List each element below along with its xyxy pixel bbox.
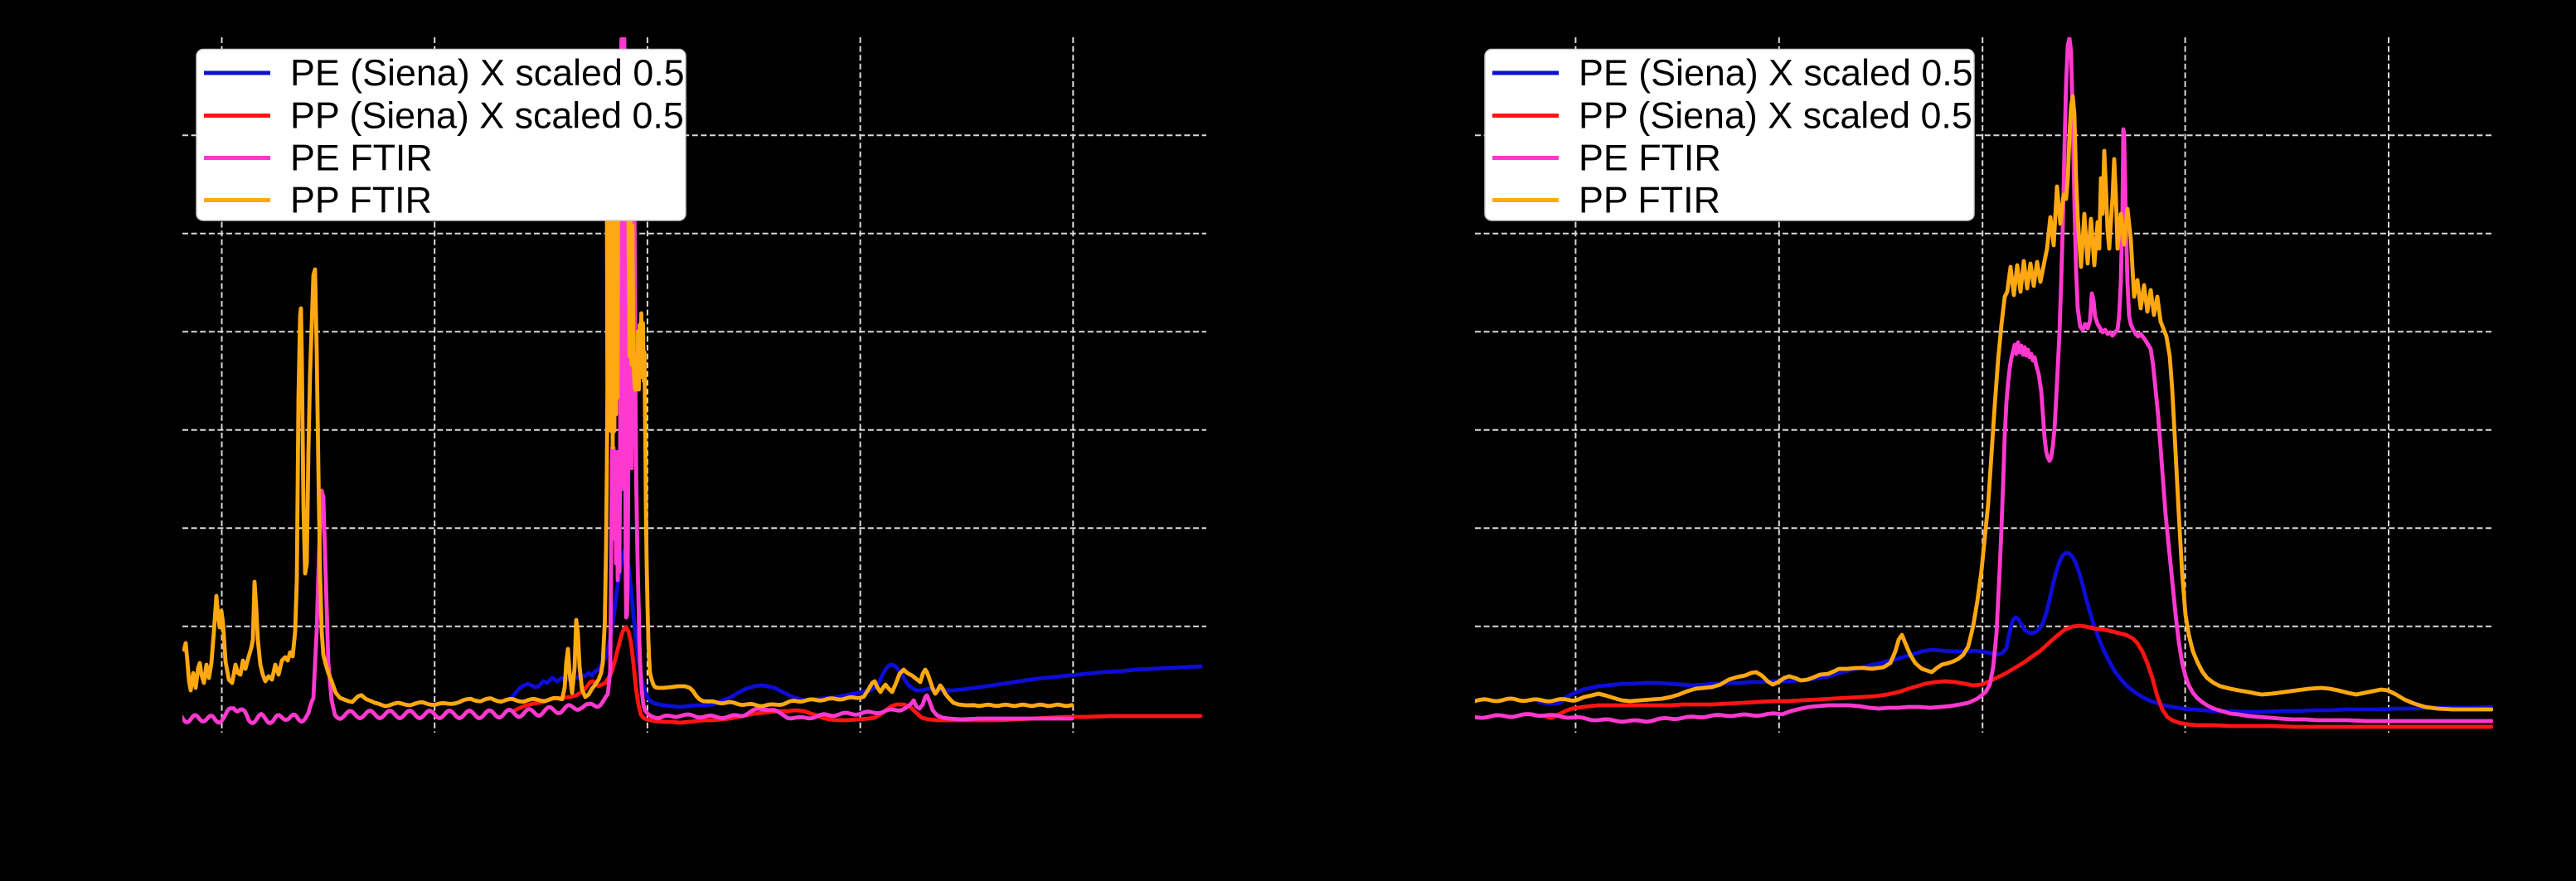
svg-text:PP FTIR: PP FTIR — [1579, 180, 1720, 221]
svg-text:PE (Siena) X scaled 0.5: PE (Siena) X scaled 0.5 — [290, 52, 685, 94]
svg-text:PP FTIR: PP FTIR — [290, 180, 432, 221]
svg-text:PE (Siena) X scaled 0.5: PE (Siena) X scaled 0.5 — [1579, 52, 1973, 94]
svg-text:PP (Siena) X scaled 0.5: PP (Siena) X scaled 0.5 — [1579, 95, 1972, 137]
svg-text:PP (Siena) X scaled 0.5: PP (Siena) X scaled 0.5 — [290, 95, 684, 137]
svg-text:PE FTIR: PE FTIR — [1579, 138, 1721, 179]
svg-text:PE FTIR: PE FTIR — [290, 138, 433, 179]
